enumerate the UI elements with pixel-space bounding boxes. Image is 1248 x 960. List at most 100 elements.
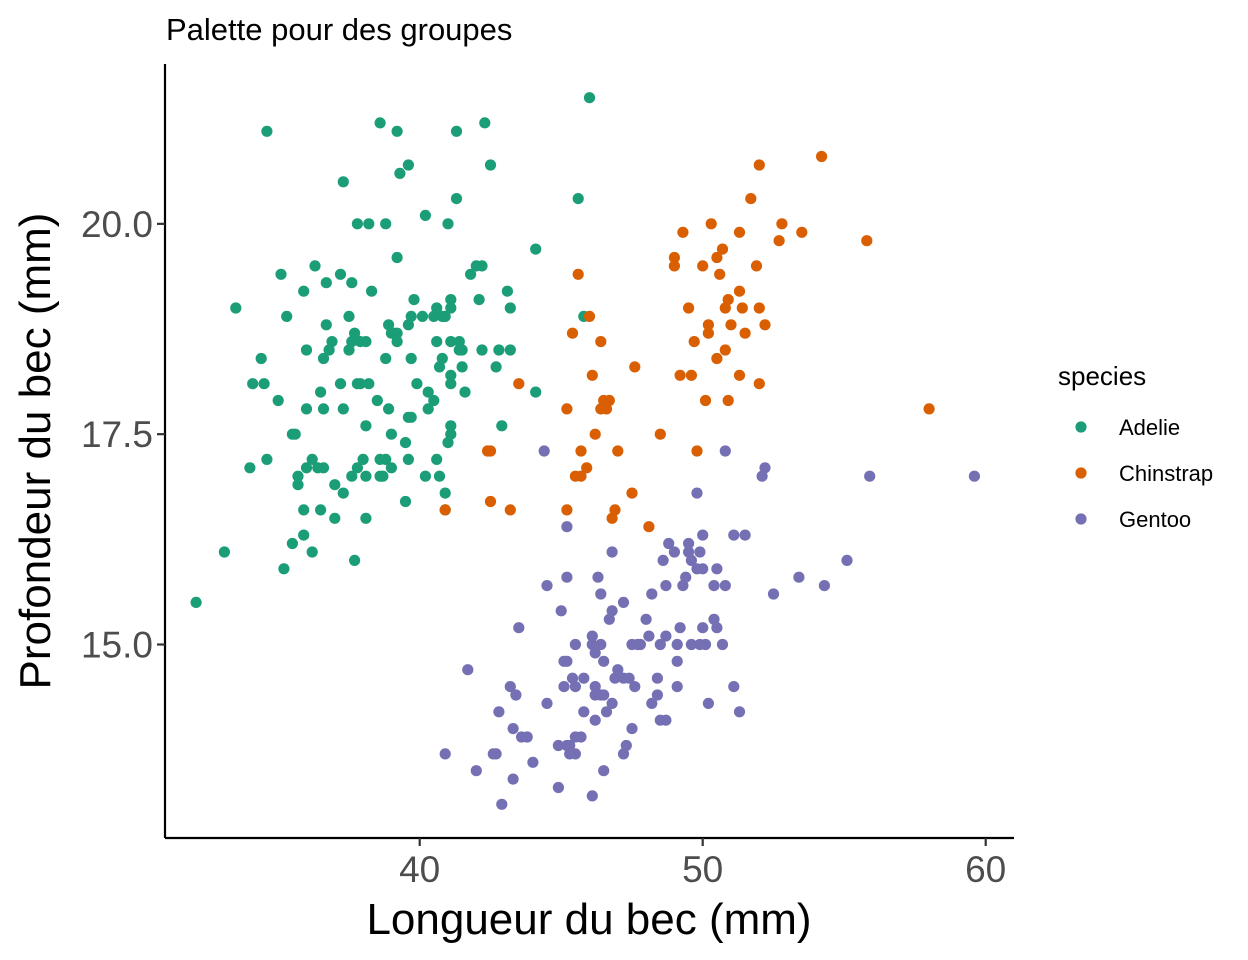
point-chinstrap-24 <box>612 445 624 457</box>
point-gentoo-33 <box>575 731 587 743</box>
point-chinstrap-43 <box>711 251 723 264</box>
point-chinstrap-38 <box>699 394 712 407</box>
point-adelie-118 <box>473 294 485 306</box>
point-adelie-127 <box>504 344 516 356</box>
legend-key-chinstrap <box>1075 467 1087 479</box>
legend-key-adelie <box>1075 421 1087 433</box>
point-adelie-47 <box>349 327 361 339</box>
point-gentoo-29 <box>569 748 582 760</box>
point-adelie-122 <box>484 159 497 171</box>
point-adelie-81 <box>402 159 414 171</box>
point-adelie-75 <box>394 167 406 179</box>
point-adelie-90 <box>422 386 434 398</box>
point-gentoo-24 <box>561 571 573 583</box>
point-chinstrap-7 <box>561 403 573 415</box>
point-gentoo-83 <box>680 571 692 583</box>
point-gentoo-57 <box>617 596 630 609</box>
point-gentoo-58 <box>620 739 632 752</box>
point-chinstrap-30 <box>668 251 681 264</box>
point-gentoo-109 <box>767 588 780 600</box>
point-chinstrap-2 <box>484 495 497 508</box>
point-adelie-105 <box>445 378 457 390</box>
point-adelie-100 <box>439 487 451 499</box>
point-gentoo-86 <box>685 638 698 651</box>
point-chinstrap-15 <box>586 369 598 381</box>
point-adelie-126 <box>501 285 513 297</box>
point-gentoo-111 <box>818 580 831 592</box>
point-adelie-88 <box>419 209 431 221</box>
point-adelie-21 <box>300 403 313 415</box>
ticks-layer: 40 50 60 15.0 17.5 20.0 <box>81 204 1006 890</box>
point-adelie-56 <box>363 378 375 390</box>
point-adelie-5 <box>255 352 267 365</box>
point-gentoo-49 <box>600 706 613 718</box>
point-gentoo-9 <box>507 723 519 735</box>
point-adelie-77 <box>399 437 412 449</box>
point-chinstrap-42 <box>711 352 723 365</box>
point-chinstrap-33 <box>683 302 695 314</box>
point-adelie-107 <box>445 336 457 348</box>
point-chinstrap-0 <box>439 504 451 516</box>
point-adelie-69 <box>385 428 397 440</box>
point-adelie-136 <box>380 352 392 365</box>
point-adelie-78 <box>402 453 414 465</box>
point-adelie-30 <box>317 352 330 365</box>
point-gentoo-102 <box>719 445 731 457</box>
point-adelie-24 <box>306 546 318 558</box>
chart-title: Palette pour des groupes <box>166 12 512 47</box>
point-gentoo-6 <box>496 798 508 810</box>
point-gentoo-77 <box>668 546 681 558</box>
point-gentoo-115 <box>586 638 598 651</box>
point-chinstrap-67 <box>923 403 935 415</box>
point-adelie-130 <box>530 243 542 255</box>
point-gentoo-80 <box>671 638 683 651</box>
point-adelie-1 <box>218 546 230 558</box>
point-gentoo-41 <box>589 647 601 659</box>
legend-key-gentoo <box>1075 513 1087 525</box>
point-adelie-108 <box>445 302 457 314</box>
point-adelie-101 <box>439 310 451 322</box>
point-adelie-93 <box>431 453 443 465</box>
point-adelie-48 <box>351 462 363 474</box>
point-gentoo-10 <box>510 689 522 701</box>
point-chinstrap-53 <box>733 226 746 238</box>
point-adelie-110 <box>450 193 463 205</box>
point-adelie-89 <box>422 403 434 415</box>
point-adelie-87 <box>419 470 431 482</box>
point-adelie-85 <box>408 294 420 306</box>
point-gentoo-65 <box>643 630 655 642</box>
point-gentoo-15 <box>538 445 550 457</box>
point-adelie-31 <box>320 319 332 331</box>
point-gentoo-48 <box>598 655 610 667</box>
point-chinstrap-66 <box>861 235 873 247</box>
point-chinstrap-62 <box>773 235 785 247</box>
point-gentoo-34 <box>578 706 590 718</box>
point-chinstrap-14 <box>583 310 596 322</box>
x-tick-label-0: 40 <box>399 849 440 890</box>
point-adelie-23 <box>306 453 318 465</box>
point-adelie-44 <box>346 470 358 482</box>
point-chinstrap-27 <box>643 521 655 533</box>
point-adelie-39 <box>337 487 349 499</box>
point-gentoo-44 <box>595 638 607 651</box>
point-gentoo-40 <box>589 681 601 693</box>
point-chinstrap-59 <box>753 302 765 314</box>
points-layer <box>190 92 981 810</box>
point-chinstrap-45 <box>716 243 729 255</box>
point-gentoo-118 <box>694 638 706 651</box>
legend: Adelie Chinstrap Gentoo <box>1075 415 1213 532</box>
point-adelie-62 <box>374 117 386 129</box>
point-gentoo-73 <box>660 714 672 726</box>
point-adelie-83 <box>405 352 417 365</box>
point-gentoo-79 <box>671 655 683 667</box>
point-gentoo-62 <box>629 681 641 693</box>
point-adelie-84 <box>405 310 417 322</box>
point-gentoo-92 <box>697 563 709 575</box>
point-adelie-129 <box>530 386 542 398</box>
point-adelie-13 <box>286 537 298 550</box>
point-chinstrap-5 <box>513 378 525 390</box>
point-chinstrap-40 <box>702 319 715 331</box>
point-gentoo-78 <box>671 681 683 693</box>
point-adelie-54 <box>360 336 372 348</box>
point-adelie-18 <box>298 504 310 516</box>
